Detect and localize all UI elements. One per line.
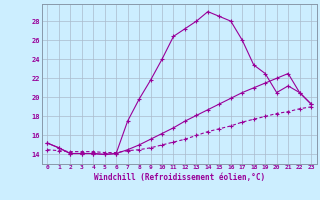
X-axis label: Windchill (Refroidissement éolien,°C): Windchill (Refroidissement éolien,°C) (94, 173, 265, 182)
